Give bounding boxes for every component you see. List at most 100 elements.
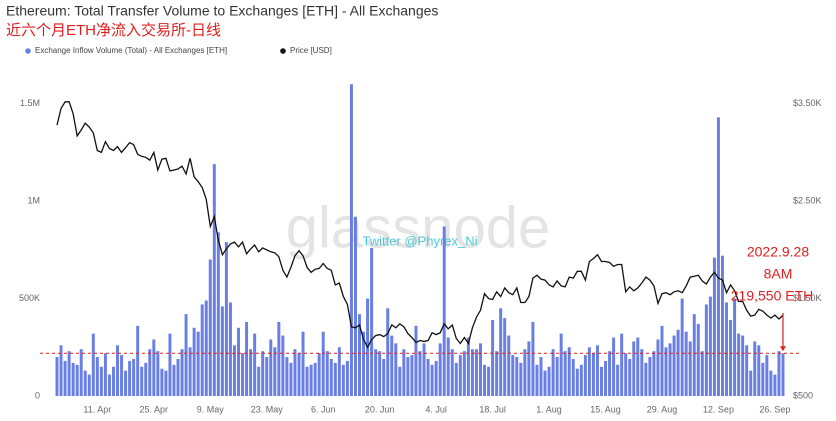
bar [83,370,87,396]
bar [704,304,708,396]
bar [164,370,168,396]
bar [608,351,612,396]
bar [111,366,115,396]
bar [184,314,188,396]
bar [555,357,559,396]
bar [204,300,208,396]
bar [604,360,608,396]
bar [152,339,156,396]
bar [67,351,71,396]
bar [470,349,474,396]
bar [684,331,688,396]
bar [95,357,99,396]
bar [406,357,410,396]
bar [87,374,91,396]
bar [172,364,176,396]
x-tick-label: 4. Jul [425,404,447,414]
bar [753,341,757,396]
bar [208,259,212,396]
bar [523,349,527,396]
bar [289,362,293,396]
bar [422,343,426,396]
bar [358,314,361,396]
bar [386,308,390,396]
bar [583,355,587,396]
bar [224,242,228,396]
bar [652,351,656,396]
bar [777,351,781,396]
bar [716,117,720,397]
bar [672,335,676,396]
bar [781,353,785,396]
y-tick-label: 0 [35,390,40,400]
bar [156,351,160,396]
bar [245,321,249,396]
bar [696,323,700,396]
bar [757,345,761,396]
bar [257,366,261,396]
bar [321,331,325,396]
x-tick-label: 6. Jun [311,404,336,414]
bar [232,345,236,396]
bar [418,351,422,396]
bar [442,226,446,396]
bar [325,351,329,396]
bar [761,362,765,396]
bar [237,327,241,396]
bar [595,345,599,396]
bar [624,353,628,396]
bar [71,362,75,396]
annotation-text: 2022.9.28 [747,244,809,260]
bar [116,345,120,396]
bar [636,337,640,396]
bar [773,374,777,396]
bar [362,331,366,396]
bar [91,333,95,396]
bar [120,355,124,396]
x-tick-label: 9. May [197,404,225,414]
bar [668,343,672,396]
bar [293,349,297,396]
bar [567,347,571,396]
bar [487,366,491,396]
x-tick-label: 26. Sep [759,404,790,414]
bar [59,345,63,396]
bar [519,362,523,396]
bar [333,362,337,396]
bar [616,364,620,396]
bar [426,358,430,396]
bar [692,314,696,396]
chart-title: Ethereum: Total Transfer Volume to Excha… [6,3,438,19]
bar [563,351,567,396]
bar [656,339,660,396]
bar [632,341,636,396]
bar [269,339,273,396]
bar [434,360,438,396]
bar [144,362,148,396]
bar [75,364,79,396]
y-tick-label: 1.5M [20,98,40,108]
bar [571,358,575,396]
bar [454,362,458,396]
bar [305,366,309,396]
bar [124,370,128,396]
bar [700,351,704,396]
bar [128,360,132,396]
bar [503,318,507,396]
bar [725,302,729,396]
bar [378,351,382,396]
bar [228,302,232,396]
x-tick-label: 25. Apr [140,404,169,414]
bar [507,335,511,396]
bar [769,370,773,396]
bar [438,343,442,396]
bar [680,298,684,396]
bar [446,337,450,396]
y2-tick-label: $1.50K [793,293,822,303]
bar [664,347,668,396]
bar [402,349,406,396]
bar [103,353,107,396]
bar [132,358,136,396]
bar [200,304,204,396]
